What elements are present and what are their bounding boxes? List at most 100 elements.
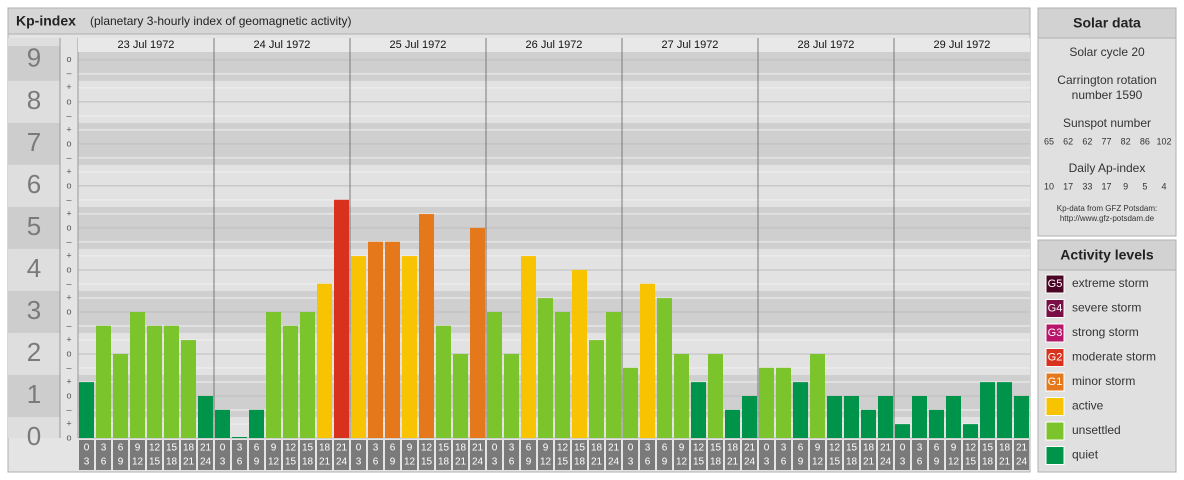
slot-end: 24 — [200, 457, 212, 468]
slot-end: 24 — [880, 457, 892, 468]
slot-box — [334, 440, 349, 470]
y-tick-label: 0 — [27, 421, 41, 451]
y-sub-label: + — [66, 376, 71, 386]
slot-box — [147, 440, 162, 470]
bar — [215, 409, 230, 438]
ap-value: 33 — [1082, 181, 1092, 191]
slot-end: 21 — [319, 457, 331, 468]
slot-box — [725, 440, 740, 470]
slot-box — [742, 440, 757, 470]
bar — [368, 241, 383, 438]
slot-start: 15 — [574, 443, 586, 454]
bar — [453, 353, 468, 438]
slot-end: 9 — [798, 457, 804, 468]
label-band — [8, 164, 60, 207]
y-sub-label: o — [66, 222, 71, 232]
y-tick-label: 4 — [27, 253, 41, 283]
slot-box — [606, 440, 621, 470]
slot-end: 21 — [591, 457, 603, 468]
bar — [674, 353, 689, 438]
slot-box — [589, 440, 604, 470]
day-label: 26 Jul 1972 — [526, 39, 583, 51]
slot-start: 0 — [356, 443, 362, 454]
bar — [96, 325, 111, 438]
y-tick-label: 5 — [27, 211, 41, 241]
legend-label: active — [1072, 399, 1104, 413]
slot-start: 3 — [101, 443, 107, 454]
bar — [878, 395, 893, 438]
label-band — [8, 38, 60, 46]
slot-start: 9 — [951, 443, 957, 454]
slot-start: 6 — [526, 443, 532, 454]
bar — [232, 437, 247, 438]
slot-box — [487, 440, 502, 470]
label-band — [8, 46, 60, 81]
bar — [827, 395, 842, 438]
slot-start: 15 — [166, 443, 178, 454]
slot-box — [555, 440, 570, 470]
slot-end: 9 — [662, 457, 668, 468]
slot-box — [759, 440, 774, 470]
slot-start: 0 — [220, 443, 226, 454]
bar — [385, 241, 400, 438]
y-sub-label: – — [66, 68, 71, 78]
carrington: Carrington rotation — [1057, 73, 1156, 87]
slot-box — [96, 440, 111, 470]
slot-box — [164, 440, 179, 470]
slot-start: 3 — [917, 443, 923, 454]
y-sub-label: o — [66, 180, 71, 190]
slot-end: 9 — [118, 457, 124, 468]
bar — [504, 353, 519, 438]
y-tick-label: 1 — [27, 379, 41, 409]
bar — [657, 298, 672, 438]
y-sub-label: o — [66, 54, 71, 64]
label-band — [8, 248, 60, 291]
label-band — [8, 332, 60, 375]
slot-start: 9 — [815, 443, 821, 454]
legend-label: strong storm — [1072, 325, 1139, 339]
y-sub-label: – — [66, 278, 71, 288]
slot-end: 15 — [557, 457, 569, 468]
y-sub-label: – — [66, 152, 71, 162]
sunspot-value: 65 — [1044, 136, 1054, 146]
ap-value: 17 — [1101, 181, 1111, 191]
slot-start: 15 — [846, 443, 858, 454]
slot-box — [113, 440, 128, 470]
slot-box — [657, 440, 672, 470]
bar — [130, 311, 145, 438]
slot-box — [198, 440, 213, 470]
slot-start: 9 — [407, 443, 413, 454]
y-sub-label: – — [66, 320, 71, 330]
slot-end: 3 — [492, 457, 498, 468]
bar — [487, 311, 502, 438]
slot-start: 12 — [285, 443, 297, 454]
slot-start: 3 — [373, 443, 379, 454]
legend-swatch — [1045, 446, 1065, 465]
y-sub-label: + — [66, 124, 71, 134]
slot-start: 12 — [965, 443, 977, 454]
slot-end: 3 — [900, 457, 906, 468]
bar — [725, 409, 740, 438]
slot-box — [980, 440, 995, 470]
legend-code: G2 — [1048, 351, 1063, 363]
bar — [980, 382, 995, 438]
slot-box — [1014, 440, 1029, 470]
y-sub-label: + — [66, 166, 71, 176]
legend-swatch — [1045, 421, 1065, 441]
slot-box — [674, 440, 689, 470]
slot-start: 12 — [149, 443, 161, 454]
bar — [147, 325, 162, 438]
y-sub-label: o — [66, 306, 71, 316]
slot-box — [317, 440, 332, 470]
slot-end: 6 — [917, 457, 923, 468]
bar — [844, 395, 859, 438]
slot-box — [436, 440, 451, 470]
slot-box — [283, 440, 298, 470]
sunspot-value: 77 — [1101, 136, 1111, 146]
slot-start: 21 — [880, 443, 892, 454]
slot-end: 18 — [982, 457, 994, 468]
slot-end: 18 — [710, 457, 722, 468]
slot-box — [266, 440, 281, 470]
slot-end: 9 — [390, 457, 396, 468]
